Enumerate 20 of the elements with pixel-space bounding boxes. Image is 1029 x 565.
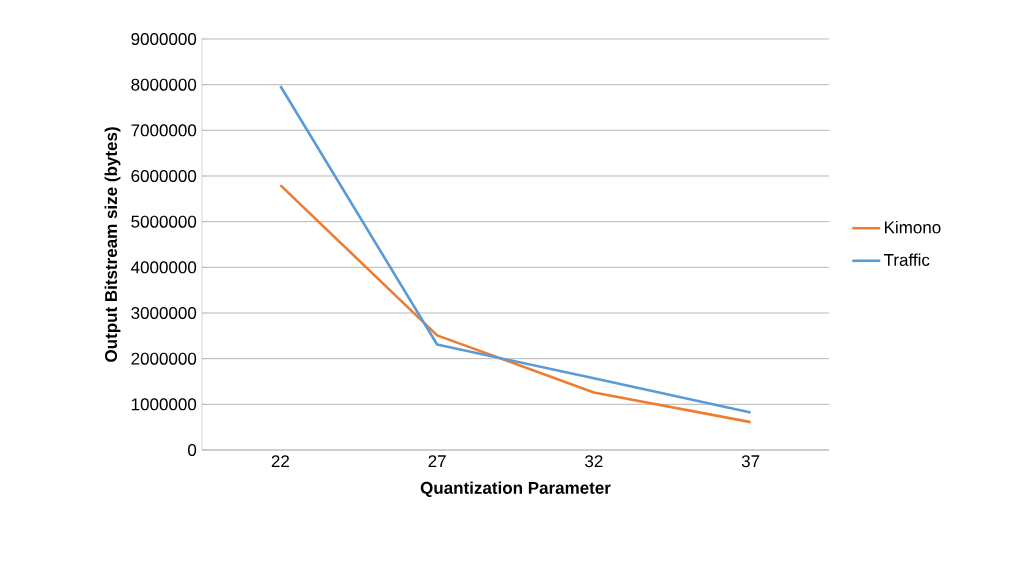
x-tick-label: 27	[428, 455, 446, 468]
legend-label: Traffic	[883, 253, 930, 266]
y-axis-title: Output Bitstream size (bytes)	[104, 127, 121, 362]
x-tick-label: 32	[585, 455, 603, 468]
y-tick-label: 7000000	[131, 124, 197, 137]
y-tick-label: 5000000	[131, 215, 197, 228]
line-series	[279, 183, 752, 424]
legend-label: Kimono	[884, 220, 941, 234]
y-tick-label: 8000000	[131, 78, 197, 91]
x-axis-title: Quantization Parameter	[420, 481, 611, 498]
y-tick-label: 1000000	[131, 398, 197, 411]
y-tick-label: 6000000	[131, 169, 197, 183]
x-tick-label: 22	[271, 455, 289, 468]
y-tick-label: 9000000	[131, 32, 197, 46]
x-tick-label: 37	[741, 455, 760, 468]
line-series	[279, 84, 752, 414]
y-tick-label: 4000000	[131, 261, 197, 274]
y-tick-label: 0	[188, 443, 197, 457]
y-tick-label: 3000000	[131, 306, 197, 320]
y-tick-label: 2000000	[131, 352, 197, 365]
